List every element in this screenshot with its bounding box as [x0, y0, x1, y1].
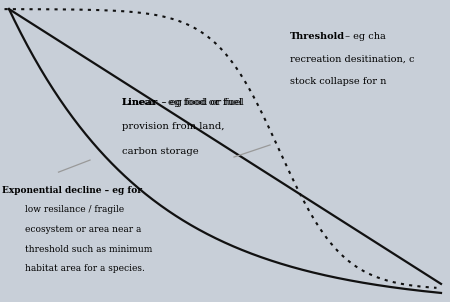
Text: low resilance / fragile: low resilance / fragile	[25, 205, 124, 214]
Text: carbon storage: carbon storage	[122, 146, 198, 156]
Text: Exponential decline – eg for: Exponential decline – eg for	[2, 186, 142, 195]
Text: provision from land,: provision from land,	[122, 122, 224, 131]
Text: recreation desitination, c: recreation desitination, c	[290, 54, 415, 63]
Text: ecosystem or area near a: ecosystem or area near a	[25, 225, 141, 234]
Text: Threshold: Threshold	[290, 32, 346, 41]
Text: habitat area for a species.: habitat area for a species.	[25, 264, 144, 273]
Text: Linear: Linear	[122, 98, 158, 107]
Text: threshold such as minimum: threshold such as minimum	[25, 245, 152, 254]
Text: – eg cha: – eg cha	[342, 32, 386, 41]
Text: Linear  - eg food or fuel: Linear - eg food or fuel	[122, 98, 242, 107]
Text: stock collapse for n: stock collapse for n	[290, 77, 387, 86]
Text: - eg food or fuel: - eg food or fuel	[160, 98, 243, 107]
